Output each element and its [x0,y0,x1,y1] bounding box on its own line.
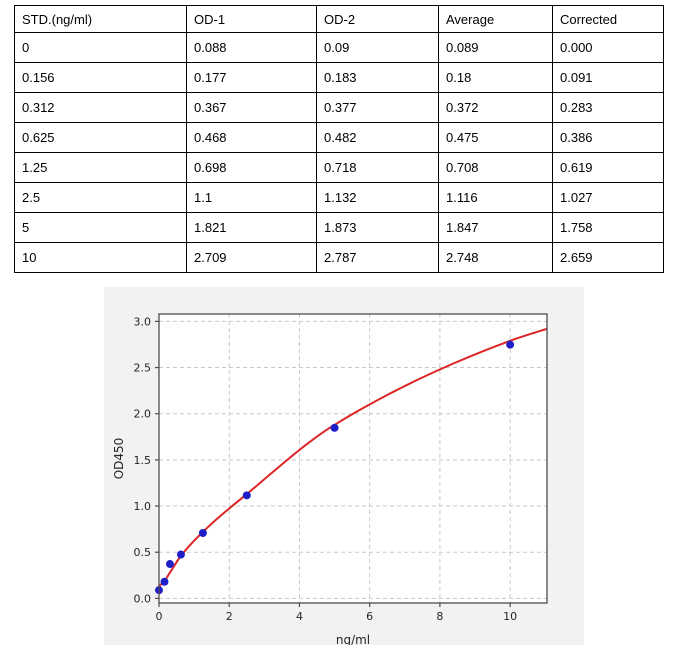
table-row: 0.625 0.468 0.482 0.475 0.386 [14,122,664,153]
y-tick-label: 2.0 [134,408,152,421]
x-tick-label: 4 [296,610,303,623]
table-cell: 0.18 [438,62,553,93]
table-cell: 0.283 [552,92,664,123]
table-cell: 0.698 [186,152,317,183]
y-tick-label: 3.0 [134,315,152,328]
table-cell: 2.709 [186,242,317,273]
x-tick-label: 10 [503,610,517,623]
column-header: Corrected [552,5,664,33]
data-point [165,560,174,569]
table-cell: 5 [14,212,187,243]
table-cell: 0.718 [316,152,439,183]
table-cell: 2.659 [552,242,664,273]
column-header: OD-2 [316,5,439,33]
table-cell: 0.625 [14,122,187,153]
plot-area [159,314,547,603]
table-cell: 0.177 [186,62,317,93]
table-cell: 0.386 [552,122,664,153]
table-cell: 0.468 [186,122,317,153]
table-row: 0.156 0.177 0.183 0.18 0.091 [14,62,664,93]
table-cell: 0.372 [438,92,553,123]
table-cell: 0.475 [438,122,553,153]
table-cell: 1.027 [552,182,664,213]
table-body: 0 0.088 0.09 0.089 0.000 0.156 0.177 0.183 0.18 0… [14,32,664,273]
x-axis-label: ng/ml [336,633,370,645]
table-cell: 0.708 [438,152,553,183]
table-cell: 1.847 [438,212,553,243]
table-cell: 0.156 [14,62,187,93]
table-cell: 0.089 [438,32,553,63]
data-point [176,550,185,559]
x-tick-label: 8 [436,610,443,623]
table-cell: 10 [14,242,187,273]
table-cell: 0.367 [186,92,317,123]
table-cell: 2.5 [14,182,187,213]
standard-curve-chart: 0 2 4 6 8 10 0.0 0.5 1.0 1.5 2.0 2.5 3.0 ng/ml OD450 [112,313,548,645]
axes-frame [158,313,548,604]
y-tick-label: 2.5 [134,362,152,375]
table-header: STD.(ng/ml) OD-1 OD-2 Average Corrected [14,5,664,33]
table-cell: 1.132 [316,182,439,213]
table-cell: 0 [14,32,187,63]
table-cell: 1.116 [438,182,553,213]
data-point [198,529,207,538]
header-row: STD.(ng/ml) OD-1 OD-2 Average Corrected [14,5,664,33]
y-tick-label: 1.0 [134,500,152,513]
chart-panel: 0 2 4 6 8 10 0.0 0.5 1.0 1.5 2.0 2.5 3.0 ng/ml OD450 [104,287,584,645]
table-row: 1.25 0.698 0.718 0.708 0.619 [14,152,664,183]
data-point [330,423,339,432]
y-tick-label: 0.0 [134,592,152,605]
table-cell: 0.619 [552,152,664,183]
column-header: STD.(ng/ml) [14,5,187,33]
table-row: 5 1.821 1.873 1.847 1.758 [14,212,664,243]
standards-table: STD.(ng/ml) OD-1 OD-2 Average Corrected 0 0.0… [14,5,664,273]
table-cell: 0.312 [14,92,187,123]
data-point [506,340,515,349]
table-cell: 0.091 [552,62,664,93]
table-cell: 1.821 [186,212,317,243]
table-row: 2.5 1.1 1.132 1.116 1.027 [14,182,664,213]
column-header: OD-1 [186,5,317,33]
y-tick-label: 1.5 [134,454,152,467]
x-tick-label: 6 [366,610,373,623]
table-cell: 0.482 [316,122,439,153]
table-cell: 1.873 [316,212,439,243]
table-cell: 0.377 [316,92,439,123]
data-point [160,577,169,586]
data-point [242,491,251,500]
x-tick-label: 0 [156,610,163,623]
table-cell: 2.787 [316,242,439,273]
y-axis-label: OD450 [112,438,126,480]
table-row: 0.312 0.367 0.377 0.372 0.283 [14,92,664,123]
table-cell: 1.1 [186,182,317,213]
table-cell: 2.748 [438,242,553,273]
y-tick-label: 0.5 [134,546,152,559]
table-cell: 0.183 [316,62,439,93]
table-cell: 0.088 [186,32,317,63]
table-cell: 1.25 [14,152,187,183]
x-tick-label: 2 [226,610,233,623]
table-cell: 0.09 [316,32,439,63]
column-header: Average [438,5,553,33]
table-row: 10 2.709 2.787 2.748 2.659 [14,242,664,273]
table-cell: 0.000 [552,32,664,63]
table-cell: 1.758 [552,212,664,243]
table-row: 0 0.088 0.09 0.089 0.000 [14,32,664,63]
